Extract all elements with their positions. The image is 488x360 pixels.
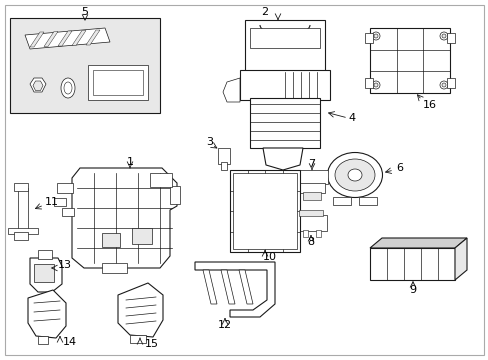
Bar bbox=[38, 336, 48, 344]
Ellipse shape bbox=[64, 82, 72, 94]
Text: 2: 2 bbox=[261, 7, 268, 17]
Polygon shape bbox=[118, 283, 163, 337]
Bar bbox=[369, 28, 449, 93]
Bar bbox=[102, 263, 127, 273]
Bar bbox=[446, 33, 454, 43]
Bar bbox=[303, 192, 320, 200]
Bar bbox=[218, 148, 229, 164]
Bar bbox=[54, 198, 66, 206]
Ellipse shape bbox=[373, 34, 377, 38]
Ellipse shape bbox=[373, 83, 377, 87]
Polygon shape bbox=[72, 168, 177, 268]
Bar bbox=[249, 98, 319, 148]
Polygon shape bbox=[454, 238, 466, 280]
Text: 8: 8 bbox=[307, 237, 314, 247]
Bar bbox=[93, 70, 142, 95]
Text: 9: 9 bbox=[408, 285, 416, 295]
Bar bbox=[130, 335, 146, 343]
Ellipse shape bbox=[371, 32, 379, 40]
Bar bbox=[57, 183, 73, 193]
Bar bbox=[14, 232, 28, 240]
Text: 5: 5 bbox=[81, 7, 88, 17]
Bar bbox=[369, 248, 454, 280]
Bar bbox=[10, 18, 160, 113]
Text: 1: 1 bbox=[126, 157, 133, 167]
Ellipse shape bbox=[441, 83, 445, 87]
Ellipse shape bbox=[327, 153, 382, 198]
Bar bbox=[332, 197, 350, 205]
Bar bbox=[232, 173, 296, 249]
Bar bbox=[14, 183, 28, 191]
Bar bbox=[18, 188, 28, 233]
Bar bbox=[294, 215, 326, 231]
Ellipse shape bbox=[347, 169, 361, 181]
Polygon shape bbox=[223, 78, 240, 102]
Bar bbox=[170, 186, 180, 204]
Bar bbox=[315, 230, 320, 237]
Bar bbox=[34, 264, 54, 282]
Bar bbox=[364, 78, 372, 88]
Bar bbox=[229, 170, 299, 252]
Polygon shape bbox=[221, 270, 235, 304]
Text: 14: 14 bbox=[63, 337, 77, 347]
Text: 12: 12 bbox=[218, 320, 232, 330]
Ellipse shape bbox=[334, 159, 374, 191]
Bar bbox=[364, 33, 372, 43]
Bar bbox=[244, 20, 325, 75]
Polygon shape bbox=[58, 31, 72, 46]
Text: 11: 11 bbox=[45, 197, 59, 207]
Bar bbox=[446, 78, 454, 88]
Polygon shape bbox=[239, 270, 252, 304]
Bar bbox=[303, 230, 307, 237]
Text: 15: 15 bbox=[145, 339, 159, 349]
Polygon shape bbox=[263, 148, 303, 170]
Polygon shape bbox=[203, 270, 217, 304]
Text: 7: 7 bbox=[308, 159, 315, 169]
Bar bbox=[249, 28, 319, 48]
Bar bbox=[102, 233, 120, 247]
Polygon shape bbox=[44, 31, 58, 46]
Bar bbox=[88, 65, 148, 100]
Text: 16: 16 bbox=[422, 100, 436, 110]
Polygon shape bbox=[28, 290, 66, 338]
Ellipse shape bbox=[441, 34, 445, 38]
Bar bbox=[358, 197, 376, 205]
Bar bbox=[132, 228, 152, 244]
Text: 4: 4 bbox=[348, 113, 355, 123]
Ellipse shape bbox=[371, 81, 379, 89]
Text: 3: 3 bbox=[206, 137, 213, 147]
Polygon shape bbox=[195, 262, 274, 317]
Polygon shape bbox=[30, 32, 44, 47]
Bar bbox=[298, 210, 323, 216]
Bar bbox=[298, 183, 325, 193]
Bar bbox=[150, 173, 172, 187]
Bar bbox=[221, 162, 226, 170]
Bar bbox=[62, 208, 74, 216]
Text: 6: 6 bbox=[396, 163, 403, 173]
Polygon shape bbox=[30, 78, 46, 92]
Polygon shape bbox=[30, 258, 62, 292]
Text: 10: 10 bbox=[263, 252, 276, 262]
Ellipse shape bbox=[61, 78, 75, 98]
Bar bbox=[295, 170, 327, 184]
Polygon shape bbox=[33, 81, 43, 90]
Ellipse shape bbox=[439, 32, 447, 40]
Bar bbox=[240, 70, 329, 100]
Bar bbox=[8, 228, 38, 234]
Polygon shape bbox=[86, 30, 100, 45]
Bar bbox=[38, 250, 52, 259]
Polygon shape bbox=[369, 238, 466, 248]
Ellipse shape bbox=[439, 81, 447, 89]
Polygon shape bbox=[72, 31, 86, 45]
Polygon shape bbox=[25, 28, 110, 49]
Text: 13: 13 bbox=[58, 260, 72, 270]
